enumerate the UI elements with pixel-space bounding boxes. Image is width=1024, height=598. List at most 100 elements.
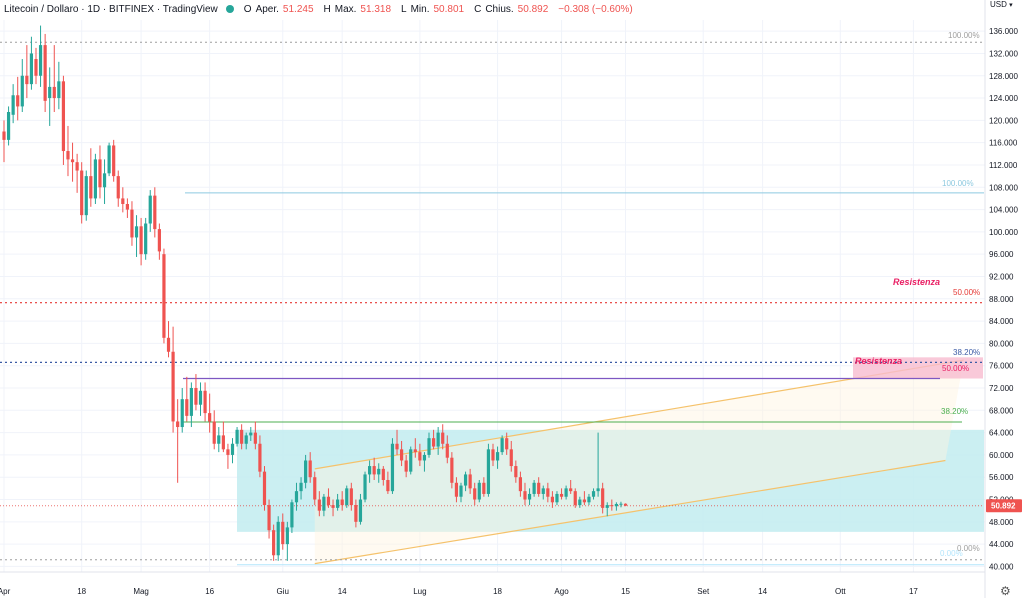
candle-body [148, 195, 152, 224]
candle-body [121, 198, 125, 204]
candles [2, 25, 628, 561]
candle-body [84, 176, 88, 216]
o-label: O [243, 3, 252, 15]
high-label: Max. [334, 3, 357, 15]
price-axis[interactable]: 136.000 132.000 128.000 124.000 120.000 116.0… [984, 0, 1022, 598]
price-tick-label: 84.000 [989, 317, 1014, 326]
candle-body [153, 195, 157, 230]
price-tick-label: 76.000 [989, 362, 1014, 371]
candle-body [130, 209, 134, 238]
time-tick-label: 15 [621, 587, 630, 596]
channel-lower-line [314, 459, 946, 565]
candle-body [235, 429, 239, 444]
candle-body [413, 449, 417, 453]
candle-body [445, 443, 449, 458]
price-tick-label: 88.000 [989, 295, 1014, 304]
price-tick-label: 72.000 [989, 384, 1014, 393]
gear-icon[interactable]: ⚙ [1000, 584, 1011, 598]
time-tick-label: Ago [554, 587, 569, 596]
candle-body [578, 499, 582, 506]
candle-body [514, 466, 518, 478]
candle-body [61, 81, 66, 152]
candle-body [198, 390, 203, 405]
candle-body [587, 496, 591, 503]
candle-body [11, 95, 15, 115]
candle-body [102, 173, 107, 188]
candle-body [57, 81, 61, 99]
candle-body [573, 491, 577, 506]
symbol-title: Litecoin / Dollaro · 1D · BITFINEX · Tra… [4, 3, 218, 15]
candle-body [258, 443, 262, 472]
candle-body [162, 254, 166, 338]
candle-body [441, 432, 445, 444]
time-tick-label: Apr [0, 587, 11, 596]
candle-body [377, 468, 381, 475]
candle-body [281, 521, 285, 545]
candle-body [93, 159, 97, 199]
candle-body [48, 86, 52, 99]
price-tick-label: 80.000 [989, 339, 1014, 348]
candle-body [468, 474, 472, 489]
candle-body [601, 488, 605, 508]
candle-body [491, 449, 495, 461]
candle-body [509, 449, 513, 467]
candle-body [75, 162, 79, 171]
candle-body [157, 229, 161, 252]
candle-body [299, 482, 303, 492]
candle-body [459, 485, 463, 497]
purple-level-label: 50.00% [942, 364, 969, 373]
high-value: 51.318 [360, 3, 392, 15]
candle-body [166, 337, 171, 352]
candle-body [70, 159, 75, 163]
candle-body [518, 477, 523, 492]
candle-body [6, 112, 11, 140]
price-tick-label: 100.000 [989, 228, 1018, 237]
currency-label: USD [990, 0, 1007, 9]
candle-body [208, 413, 212, 422]
candle-body [358, 499, 363, 522]
low-value: 50.801 [433, 3, 465, 15]
last-price-label: 50.892 [991, 502, 1016, 511]
candle-body [427, 438, 431, 455]
candle-body [368, 466, 372, 475]
price-tick-label: 108.000 [989, 183, 1018, 192]
price-tick-label: 128.000 [989, 72, 1018, 81]
time-tick-label: Mag [133, 587, 149, 596]
candle-body [313, 477, 317, 500]
candle-body [614, 503, 618, 507]
price-tick-label: 120.000 [989, 116, 1018, 125]
candle-body [29, 53, 34, 85]
fib-50-label: 50.00% [953, 288, 980, 297]
price-tick-label: 56.000 [989, 473, 1014, 482]
close-label: Chius. [485, 3, 514, 15]
candle-body [564, 488, 568, 497]
price-tick-label: 132.000 [989, 49, 1018, 58]
candle-body [176, 421, 180, 428]
candle-body [139, 226, 143, 255]
candle-body [591, 491, 596, 497]
candle-body [559, 493, 564, 497]
candle-body [336, 499, 340, 508]
candle-body [317, 499, 321, 511]
candle-body [326, 496, 331, 506]
candle-body [363, 474, 367, 500]
candle-body [89, 176, 93, 199]
candle-body [244, 435, 248, 444]
time-tick-label: 18 [493, 587, 502, 596]
close-value: 50.892 [517, 3, 549, 15]
price-tick-label: 64.000 [989, 429, 1014, 438]
candle-body [112, 145, 116, 177]
candle-body [486, 449, 491, 494]
candle-body [623, 503, 628, 506]
open-label: Aper. [255, 3, 279, 15]
candle-body [276, 521, 280, 556]
currency-selector[interactable]: USD ▾ [990, 0, 1013, 9]
candle-body [582, 499, 586, 503]
time-tick-label: 16 [205, 587, 214, 596]
time-tick-label: Lug [413, 587, 426, 596]
price-tick-label: 116.000 [989, 139, 1018, 148]
time-axis[interactable]: Apr 18 Mag 16 Giu 14 Lug 18 Ago 15 Set 14 Ott 17 [0, 571, 985, 596]
candle-body [272, 530, 276, 556]
candle-body [546, 488, 550, 497]
